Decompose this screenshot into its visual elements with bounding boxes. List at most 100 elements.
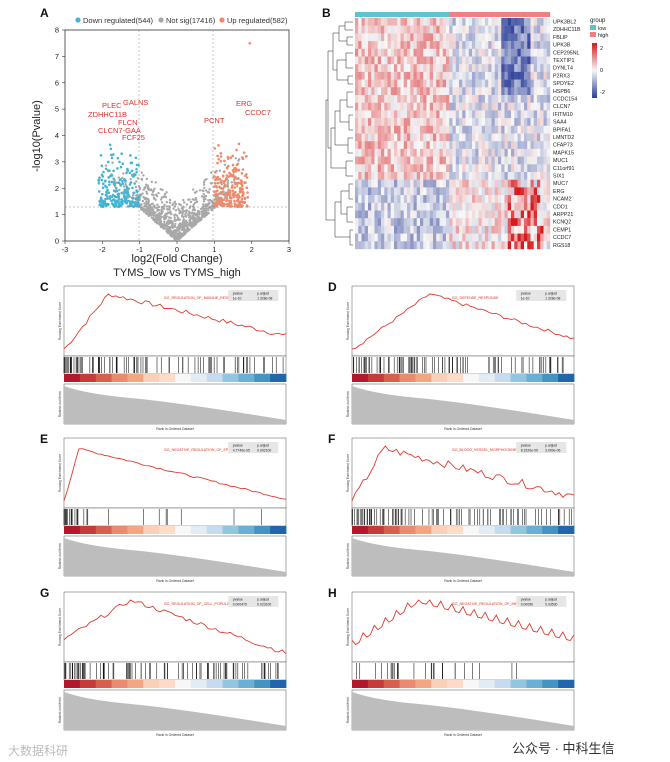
heatmap-cell: [543, 102, 547, 111]
volcano-point-ns: [152, 196, 156, 200]
volcano-point-ns: [151, 208, 155, 211]
heatmap-cell: [462, 241, 466, 250]
dendrogram-branch: [325, 99, 335, 221]
heatmap-cell: [355, 241, 359, 250]
volcano-point-ns: [136, 193, 139, 196]
gsea-term: GO_REGULATION_OF_CELL_POPULATION_PROLIFE…: [164, 602, 269, 606]
heatmap-cell: [543, 179, 547, 188]
heatmap-cell: [543, 64, 547, 73]
volcano-point-up: [215, 189, 219, 193]
heatmap-cell: [540, 87, 544, 96]
heatmap-cell: [494, 41, 499, 49]
heatmap-cell: [355, 133, 359, 142]
heatmap-cell: [361, 164, 365, 173]
volcano-point-down: [135, 189, 138, 192]
heatmap-cell: [511, 95, 515, 103]
volcano-point-down: [118, 160, 121, 164]
heatmap-cell: [501, 56, 505, 65]
volcano-point-up: [233, 181, 236, 184]
volcano-point-ns: [234, 157, 237, 160]
heatmap-cell: [390, 48, 395, 57]
volcano-point-ns: [235, 185, 239, 188]
heatmap-cell: [488, 233, 492, 242]
heatmap-cell: [520, 56, 525, 65]
heatmap-cell: [481, 18, 486, 26]
heatmap-gene-label: LMNTD2: [553, 135, 574, 141]
heatmap-cell: [478, 172, 482, 180]
heatmap-cell: [462, 233, 466, 242]
rank-color-segment: [542, 680, 559, 688]
heatmap-cell: [446, 102, 450, 111]
heatmap-cell: [494, 148, 499, 157]
heatmap-cell: [413, 71, 417, 80]
heatmap-cell: [429, 133, 434, 142]
heatmap-cell: [420, 164, 424, 173]
heatmap-cell: [377, 133, 382, 142]
heatmap-cell: [426, 110, 430, 119]
heatmap-cell: [530, 172, 534, 180]
heatmap-cell: [527, 18, 531, 26]
volcano-point-ns: [186, 226, 189, 230]
heatmap-cell: [520, 64, 525, 73]
rank-color-segment: [399, 374, 416, 382]
heatmap-cell: [423, 202, 427, 211]
heatmap-cell: [426, 18, 430, 26]
heatmap-cell: [514, 164, 518, 173]
volcano-point-down: [121, 182, 124, 186]
volcano-point-ns: [173, 218, 176, 221]
heatmap-cell: [491, 195, 495, 203]
heatmap-cell: [394, 195, 398, 203]
heatmap-cell: [462, 18, 466, 26]
volcano-point-ns: [202, 181, 206, 184]
heatmap-cell: [397, 195, 401, 203]
heatmap-cell: [491, 95, 495, 103]
heatmap-cell: [511, 225, 515, 234]
volcano-ytick: 5: [55, 105, 59, 114]
heatmap-cell: [465, 71, 469, 80]
heatmap-cell: [364, 141, 369, 150]
volcano-point-down: [114, 187, 118, 190]
heatmap-cell: [374, 195, 378, 203]
heatmap-cell: [384, 172, 388, 180]
heatmap-cell: [358, 141, 362, 150]
gene-label-pcnt: PCNT: [204, 116, 225, 125]
heatmap-cell: [514, 202, 518, 211]
heatmap-cell: [449, 141, 453, 150]
heatmap-cell: [403, 210, 408, 219]
heatmap-cell: [465, 195, 469, 203]
heatmap-cell: [371, 110, 375, 119]
heatmap-cell: [377, 48, 382, 57]
heatmap-cell: [514, 187, 518, 196]
heatmap-cell: [501, 164, 505, 173]
heatmap-cell: [390, 64, 395, 73]
heatmap-cell: [387, 225, 391, 234]
heatmap-cell: [524, 48, 528, 57]
volcano-point-ns: [191, 188, 195, 191]
heatmap-cell: [511, 141, 515, 150]
heatmap-cell: [384, 102, 388, 111]
heatmap-cell: [364, 241, 369, 250]
heatmap-cell: [462, 179, 466, 188]
heatmap-cell: [449, 110, 453, 119]
heatmap-cell: [455, 56, 460, 65]
heatmap-cell: [374, 33, 378, 42]
heatmap-cell: [452, 118, 456, 126]
heatmap-cell: [485, 148, 489, 157]
heatmap-cell: [543, 141, 547, 150]
heatmap-cell: [504, 79, 508, 88]
group-bar-cell: [361, 12, 365, 17]
heatmap-cell: [540, 110, 544, 119]
volcano-point-down: [128, 204, 132, 208]
heatmap-cell: [491, 225, 495, 234]
heatmap-cell: [410, 210, 414, 219]
heatmap-cell: [449, 156, 453, 165]
rank-color-segment: [64, 680, 81, 688]
volcano-point-up: [237, 142, 241, 146]
heatmap-cell: [371, 64, 375, 73]
heatmap-cell: [472, 218, 476, 227]
heatmap-cell: [468, 71, 473, 80]
heatmap-cell: [413, 95, 417, 103]
heatmap-cell: [442, 125, 447, 134]
heatmap-cell: [436, 33, 440, 42]
rank-color-segment: [95, 374, 112, 382]
